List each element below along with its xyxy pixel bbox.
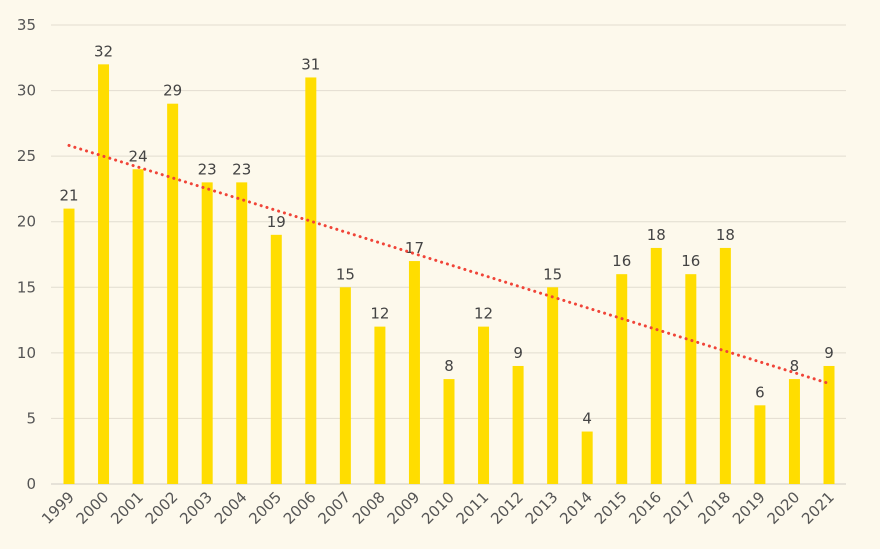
x-tick-label: 2008 xyxy=(349,488,389,528)
data-label: 29 xyxy=(163,82,182,100)
x-tick-label: 2013 xyxy=(522,488,562,528)
bar xyxy=(98,64,110,484)
bar xyxy=(305,77,317,484)
x-tick-label: 2021 xyxy=(798,488,838,528)
bar xyxy=(685,274,697,484)
data-label: 9 xyxy=(824,344,834,362)
y-tick-label: 5 xyxy=(26,409,36,427)
bar xyxy=(374,326,386,484)
data-label: 16 xyxy=(681,252,700,270)
x-tick-label: 1999 xyxy=(38,488,78,528)
x-tick-label: 2003 xyxy=(176,488,216,528)
bar xyxy=(512,365,524,484)
bar xyxy=(167,103,179,484)
data-label: 23 xyxy=(198,160,217,178)
x-tick-label: 2015 xyxy=(591,488,631,528)
data-label: 24 xyxy=(129,147,148,165)
x-tick-label: 2007 xyxy=(314,488,354,528)
x-tick-label: 2017 xyxy=(660,488,700,528)
data-label: 8 xyxy=(444,357,454,375)
bar xyxy=(616,274,628,484)
trendline xyxy=(67,143,831,386)
x-tick-label: 2006 xyxy=(280,488,320,528)
data-label: 19 xyxy=(267,213,286,231)
trendline-line xyxy=(67,143,831,386)
data-label: 31 xyxy=(301,55,320,73)
data-label: 21 xyxy=(59,187,78,205)
y-axis: 0 5 10 15 20 25 30 35 xyxy=(17,16,36,493)
y-tick-label: 20 xyxy=(17,213,36,231)
bar xyxy=(408,261,420,484)
bar xyxy=(650,247,662,484)
data-label: 15 xyxy=(543,265,562,283)
y-tick-label: 30 xyxy=(17,82,36,100)
data-label: 32 xyxy=(94,42,113,60)
data-label: 6 xyxy=(755,383,765,401)
y-tick-label: 0 xyxy=(26,475,36,493)
x-tick-label: 2011 xyxy=(453,488,493,528)
data-label: 9 xyxy=(513,344,523,362)
bar xyxy=(581,431,593,484)
x-tick-label: 2005 xyxy=(245,488,285,528)
data-label: 4 xyxy=(582,410,592,428)
bar xyxy=(236,182,248,484)
data-label: 16 xyxy=(612,252,631,270)
bar xyxy=(63,208,75,484)
x-tick-label: 2004 xyxy=(211,488,251,528)
data-label: 18 xyxy=(647,226,666,244)
y-tick-label: 10 xyxy=(17,344,36,362)
gridlines xyxy=(51,24,846,485)
x-tick-label: 2014 xyxy=(556,488,596,528)
bar xyxy=(270,234,282,484)
bar xyxy=(132,169,144,484)
x-tick-label: 2001 xyxy=(107,488,147,528)
data-label: 23 xyxy=(232,160,251,178)
bar xyxy=(823,365,835,484)
data-label: 8 xyxy=(790,357,800,375)
data-label: 17 xyxy=(405,239,424,257)
bar xyxy=(547,287,559,484)
y-tick-label: 35 xyxy=(17,16,36,34)
data-label: 18 xyxy=(716,226,735,244)
x-tick-label: 2012 xyxy=(487,488,527,528)
y-tick-label: 25 xyxy=(17,147,36,165)
bar xyxy=(443,379,455,484)
x-tick-label: 2009 xyxy=(384,488,424,528)
data-labels: 21 32 24 29 23 23 19 31 15 12 17 8 12 9 15 4 16 18 16 18 6 8 9 xyxy=(59,42,833,427)
data-label: 12 xyxy=(370,305,389,323)
bars xyxy=(63,64,835,484)
x-tick-label: 2018 xyxy=(694,488,734,528)
x-tick-label: 2019 xyxy=(729,488,769,528)
bar xyxy=(788,379,800,484)
bar xyxy=(719,247,731,484)
bar xyxy=(754,405,766,484)
y-tick-label: 15 xyxy=(17,278,36,296)
x-axis: 1999200020012002200320042005200620072008… xyxy=(38,488,838,528)
x-tick-label: 2002 xyxy=(142,488,182,528)
bar xyxy=(478,326,490,484)
data-label: 15 xyxy=(336,265,355,283)
x-tick-label: 2010 xyxy=(418,488,458,528)
x-tick-label: 2020 xyxy=(764,488,804,528)
x-tick-label: 2016 xyxy=(625,488,665,528)
bar xyxy=(201,182,213,484)
bar xyxy=(339,287,351,484)
x-tick-label: 2000 xyxy=(73,488,113,528)
data-label: 12 xyxy=(474,305,493,323)
